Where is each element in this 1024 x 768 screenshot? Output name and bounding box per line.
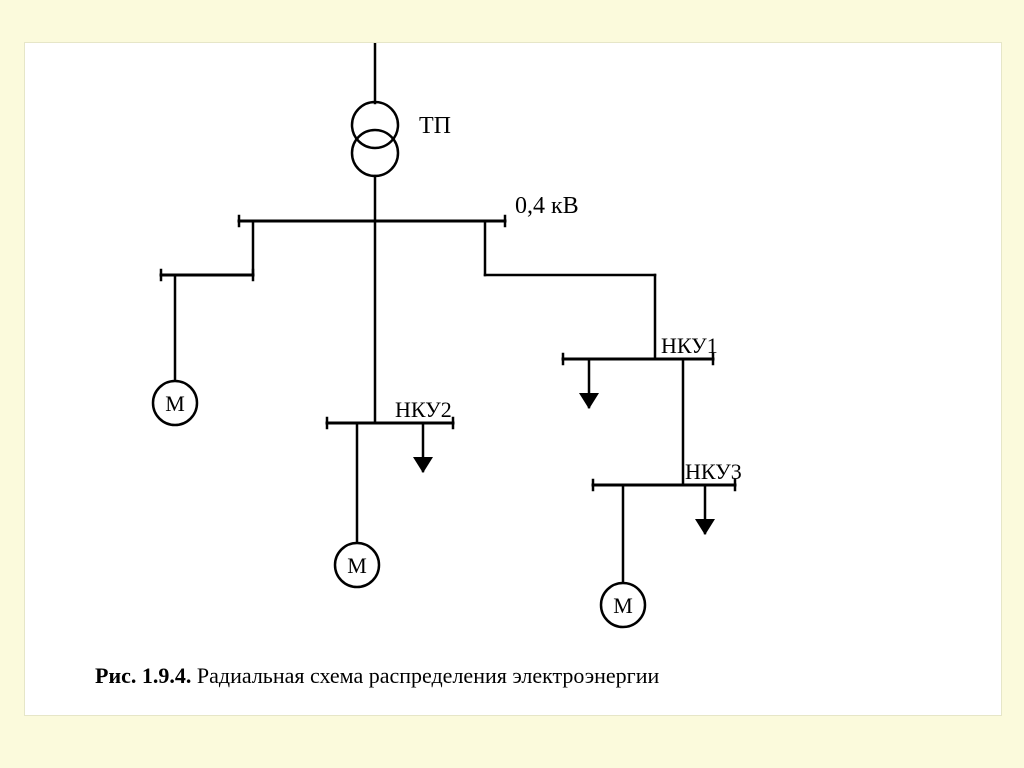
svg-text:ТП: ТП xyxy=(419,113,451,139)
svg-text:НКУ1: НКУ1 xyxy=(661,333,718,358)
svg-text:НКУ3: НКУ3 xyxy=(685,459,742,484)
svg-text:НКУ2: НКУ2 xyxy=(395,397,452,422)
svg-text:М: М xyxy=(613,593,633,618)
svg-text:М: М xyxy=(165,391,185,416)
page-outer: ТП 0,4 кВ М НКУ2 М НКУ1 НКУ3 М Рис. 1.9.4. Радиа… xyxy=(0,0,1024,768)
svg-text:М: М xyxy=(347,553,367,578)
figure-caption: Рис. 1.9.4. Радиальная схема распределен… xyxy=(95,663,659,688)
diagram-svg: ТП 0,4 кВ М НКУ2 М НКУ1 НКУ3 М Рис. 1.9.4. Радиа… xyxy=(25,43,1001,715)
svg-text:0,4 кВ: 0,4 кВ xyxy=(515,193,579,219)
paper: ТП 0,4 кВ М НКУ2 М НКУ1 НКУ3 М Рис. 1.9.4. Радиа… xyxy=(24,42,1002,716)
